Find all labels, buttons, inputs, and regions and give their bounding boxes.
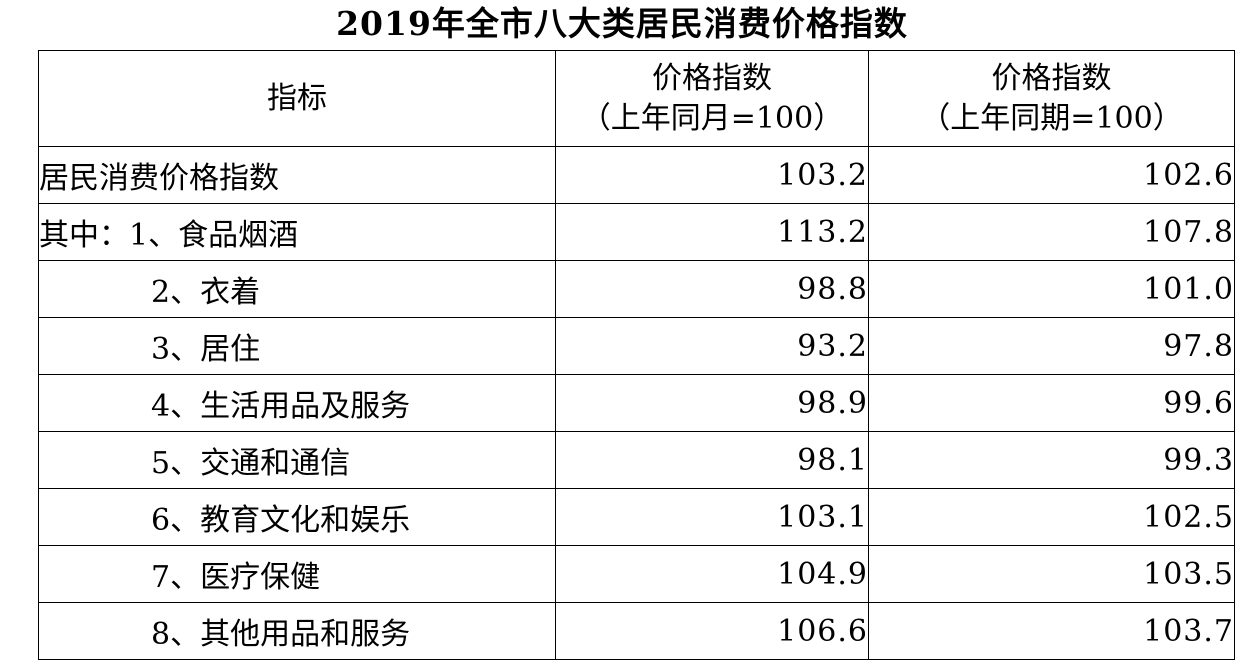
row-label: 6、教育文化和娱乐 <box>38 488 556 546</box>
same-month-value: 104.9 <box>555 545 869 603</box>
same-period-value: 107.8 <box>868 203 1235 261</box>
header-row: 指标 价格指数 （上年同月=100） 价格指数 （上年同期=100） <box>38 50 1235 147</box>
same-period-value: 103.7 <box>868 602 1235 660</box>
cpi-table: 指标 价格指数 （上年同月=100） 价格指数 （上年同期=100） 居民消费价… <box>38 50 1235 660</box>
row-label: 8、其他用品和服务 <box>38 602 556 660</box>
table-row: 2、衣着 98.8 101.0 <box>38 260 1235 318</box>
same-period-value: 103.5 <box>868 545 1235 603</box>
header-same-month-title: 价格指数 <box>652 60 772 96</box>
same-period-value: 101.0 <box>868 260 1235 318</box>
table-row: 8、其他用品和服务 106.6 103.7 <box>38 602 1235 660</box>
same-period-value: 102.5 <box>868 488 1235 546</box>
header-same-month-base: （上年同月=100） <box>580 100 844 136</box>
table-row: 居民消费价格指数 103.2 102.6 <box>38 146 1235 204</box>
page-title: 2019年全市八大类居民消费价格指数 <box>336 4 908 43</box>
header-indicator-label: 指标 <box>267 80 327 116</box>
same-month-value: 106.6 <box>555 602 869 660</box>
same-month-value: 113.2 <box>555 203 869 261</box>
same-month-value: 103.2 <box>555 146 869 204</box>
same-period-value: 102.6 <box>868 146 1235 204</box>
row-label: 4、生活用品及服务 <box>38 374 556 432</box>
header-same-month-index: 价格指数 （上年同月=100） <box>555 50 869 147</box>
table-row: 3、居住 93.2 97.8 <box>38 317 1235 375</box>
table-row: 4、生活用品及服务 98.9 99.6 <box>38 374 1235 432</box>
same-period-value: 99.6 <box>868 374 1235 432</box>
row-label: 3、居住 <box>38 317 556 375</box>
row-label: 居民消费价格指数 <box>38 146 556 204</box>
header-same-period-title: 价格指数 <box>991 60 1112 96</box>
same-period-value: 97.8 <box>868 317 1235 375</box>
table-row: 其中：1、食品烟酒 113.2 107.8 <box>38 203 1235 261</box>
same-month-value: 98.1 <box>555 431 869 489</box>
row-label: 5、交通和通信 <box>38 431 556 489</box>
table-header: 指标 价格指数 （上年同月=100） 价格指数 （上年同期=100） <box>38 50 1235 147</box>
same-month-value: 98.9 <box>555 374 869 432</box>
same-month-value: 98.8 <box>555 260 869 318</box>
same-month-value: 103.1 <box>555 488 869 546</box>
row-label: 其中：1、食品烟酒 <box>38 203 556 261</box>
table-row: 5、交通和通信 98.1 99.3 <box>38 431 1235 489</box>
row-label: 2、衣着 <box>38 260 556 318</box>
header-same-period-index: 价格指数 （上年同期=100） <box>868 50 1235 147</box>
table-row: 6、教育文化和娱乐 103.1 102.5 <box>38 488 1235 546</box>
same-month-value: 93.2 <box>555 317 869 375</box>
header-same-period-base: （上年同期=100） <box>920 100 1183 136</box>
table-body: 居民消费价格指数 103.2 102.6 其中：1、食品烟酒 113.2 107… <box>38 146 1235 660</box>
table-row: 7、医疗保健 104.9 103.5 <box>38 545 1235 603</box>
row-label: 7、医疗保健 <box>38 545 556 603</box>
header-indicator: 指标 <box>38 50 556 147</box>
same-period-value: 99.3 <box>868 431 1235 489</box>
